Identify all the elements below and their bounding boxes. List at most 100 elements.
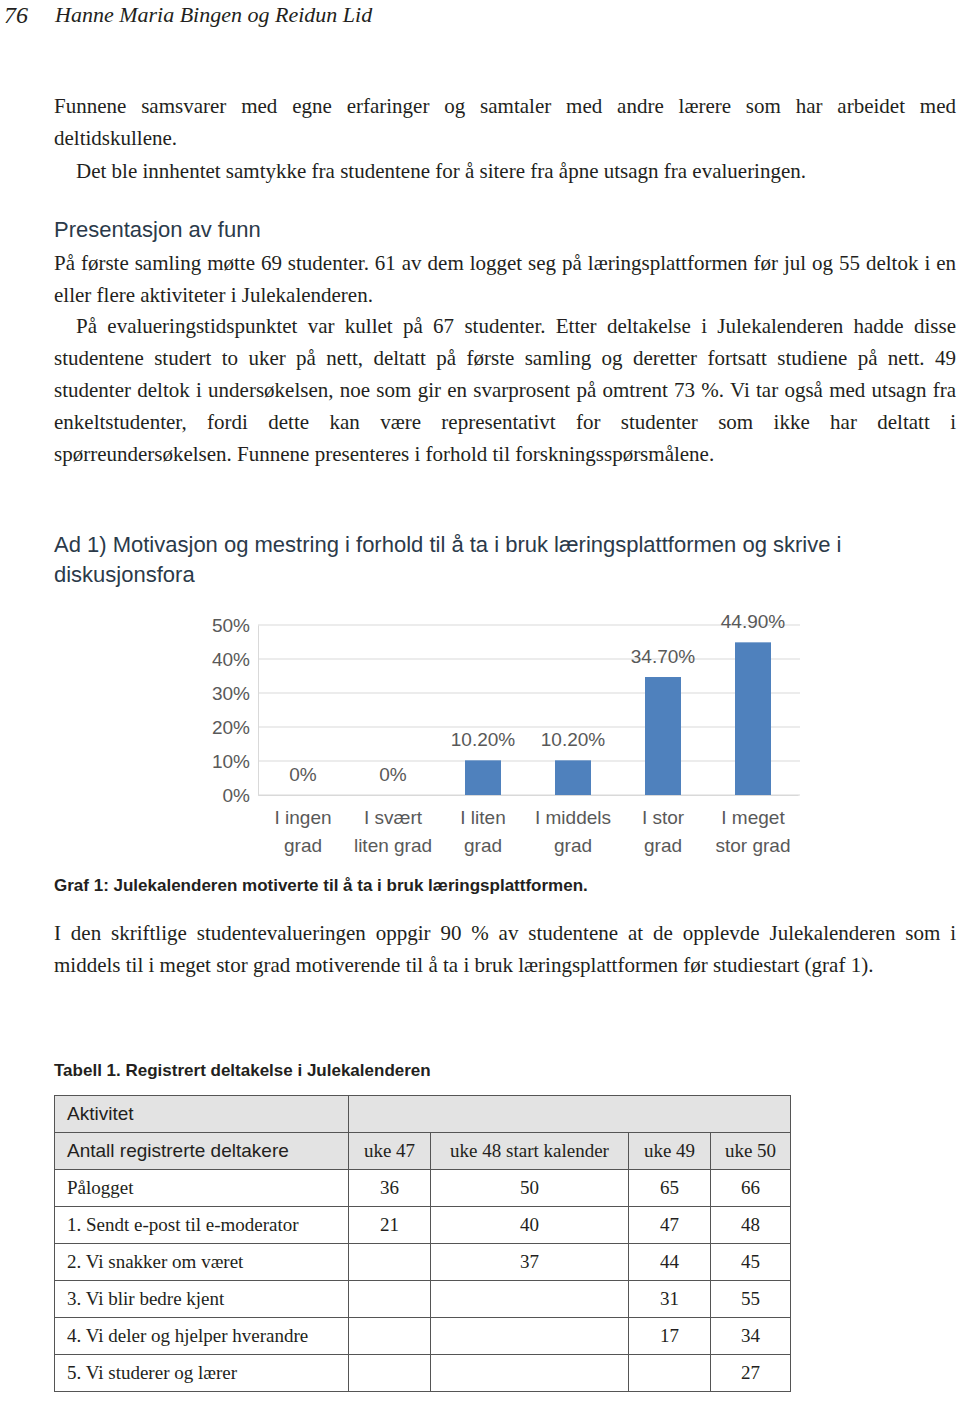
paragraph: Det ble innhentet samtykke fra studenten…	[54, 155, 956, 187]
table-row: 2. Vi snakker om været 374445	[55, 1244, 791, 1281]
x-axis: I ingengrad I sværtliten grad I litengrad I…	[259, 795, 799, 856]
table-row: 3. Vi blir bedre kjent 3155	[55, 1281, 791, 1318]
running-head: Hanne Maria Bingen og Reidun Lid	[55, 0, 372, 30]
table-cell: 40	[431, 1207, 629, 1244]
tick-label: I storgrad	[642, 807, 685, 856]
grid-line	[258, 692, 800, 693]
table-cell: Pålogget	[55, 1170, 349, 1207]
paragraph: På første samling møtte 69 studenter. 61…	[54, 247, 956, 311]
table-cell: 3. Vi blir bedre kjent	[55, 1281, 349, 1318]
table-cell: 17	[629, 1318, 711, 1355]
data-label: 0%	[289, 764, 317, 785]
tick: 0%	[223, 785, 258, 806]
tick-label: 50%	[212, 615, 250, 636]
bar	[375, 795, 411, 796]
bar	[645, 677, 681, 795]
table-row: Aktivitet	[55, 1096, 791, 1133]
bar	[465, 760, 501, 795]
bar	[735, 642, 771, 795]
tick-label: 30%	[212, 683, 250, 704]
tick-label: I litengrad	[460, 807, 505, 856]
table-cell	[629, 1355, 711, 1392]
y-axis: 0% 10% 20% 30% 40% 50%	[212, 615, 259, 806]
tick-label: I sværtliten grad	[354, 807, 432, 856]
table-cell: 27	[711, 1355, 791, 1392]
table-cell: 36	[349, 1170, 431, 1207]
tick: I middelsgrad	[535, 795, 611, 856]
table-row: Pålogget36506566	[55, 1170, 791, 1207]
table-cell	[349, 1244, 431, 1281]
heading: Ad 1) Motivasjon og mestring i forhold t…	[54, 530, 934, 590]
grid-line	[258, 726, 800, 727]
data-label: 34.70%	[631, 646, 696, 667]
table-cell	[349, 1281, 431, 1318]
table-cell	[349, 1355, 431, 1392]
tick: 20%	[212, 717, 258, 738]
paragraph: På evalueringstidspunktet var kullet på …	[54, 310, 956, 470]
tick: 30%	[212, 683, 258, 704]
table-cell	[431, 1318, 629, 1355]
table-row: 1. Sendt e-post til e-moderator21404748	[55, 1207, 791, 1244]
tick: I storgrad	[642, 795, 685, 856]
table-title: Tabell 1. Registrert deltakelse i Juleka…	[54, 1059, 431, 1083]
tick: I megetstor grad	[716, 795, 791, 856]
table-cell	[349, 1096, 791, 1133]
tick: 10%	[212, 751, 258, 772]
heading: Presentasjon av funn	[54, 215, 934, 245]
table-cell: 65	[629, 1170, 711, 1207]
table-cell: 50	[431, 1170, 629, 1207]
bar	[285, 795, 321, 796]
table-cell: 48	[711, 1207, 791, 1244]
page-number: 76	[4, 0, 28, 30]
table-cell	[349, 1318, 431, 1355]
table-cell	[431, 1281, 629, 1318]
bars	[465, 642, 771, 795]
chart-caption: Graf 1: Julekalenderen motiverte til å t…	[54, 874, 588, 898]
tick-label: 40%	[212, 649, 250, 670]
table-cell: 1. Sendt e-post til e-moderator	[55, 1207, 349, 1244]
data-label: 0%	[379, 764, 407, 785]
table-cell: 34	[711, 1318, 791, 1355]
table: AktivitetAntall registrerte deltakereuke…	[54, 1095, 791, 1392]
tick-label: 20%	[212, 717, 250, 738]
table-header-cell: uke 50	[711, 1133, 791, 1170]
table-header-cell: Antall registrerte deltakere	[55, 1133, 349, 1170]
table-cell: 55	[711, 1281, 791, 1318]
table-cell: 21	[349, 1207, 431, 1244]
table-row: 5. Vi studerer og lærer 27	[55, 1355, 791, 1392]
tick: 40%	[212, 649, 258, 670]
table-cell	[431, 1355, 629, 1392]
bar	[555, 760, 591, 795]
data-label: 44.90%	[721, 611, 786, 632]
table-cell: Aktivitet	[55, 1096, 349, 1133]
table-cell: 4. Vi deler og hjelper hverandre	[55, 1318, 349, 1355]
axis-line	[258, 626, 259, 796]
table-cell: 44	[629, 1244, 711, 1281]
grid	[258, 625, 800, 795]
grid-line	[258, 760, 800, 761]
data-label: 10.20%	[451, 729, 516, 750]
table-cell: 45	[711, 1244, 791, 1281]
tick-label: I ingengrad	[274, 807, 331, 856]
grid-line	[258, 658, 800, 659]
table-cell: 66	[711, 1170, 791, 1207]
table-row: 4. Vi deler og hjelper hverandre 1734	[55, 1318, 791, 1355]
data-label: 10.20%	[541, 729, 606, 750]
table-cell: 31	[629, 1281, 711, 1318]
paragraph: Funnene samsvarer med egne erfaringer og…	[54, 90, 956, 154]
tick: I ingengrad	[274, 795, 331, 856]
tick-label: I megetstor grad	[716, 807, 791, 856]
table-cell: 2. Vi snakker om været	[55, 1244, 349, 1281]
paragraph: I den skriftlige studentevalueringen opp…	[54, 917, 956, 981]
grid-line	[258, 624, 800, 625]
table-cell: 37	[431, 1244, 629, 1281]
chart: 0% 10% 20% 30% 40% 50% I ingengrad I sværtliten…	[0, 600, 960, 870]
tick: 50%	[212, 615, 258, 636]
tick-label: I middelsgrad	[535, 807, 611, 856]
tick-label: 0%	[223, 785, 251, 806]
grid-line	[258, 794, 800, 795]
tick: I litengrad	[460, 795, 505, 856]
table-cell: 5. Vi studerer og lærer	[55, 1355, 349, 1392]
table-row: Antall registrerte deltakereuke 47uke 48…	[55, 1133, 791, 1170]
table-header-cell: uke 48 start kalender	[431, 1133, 629, 1170]
